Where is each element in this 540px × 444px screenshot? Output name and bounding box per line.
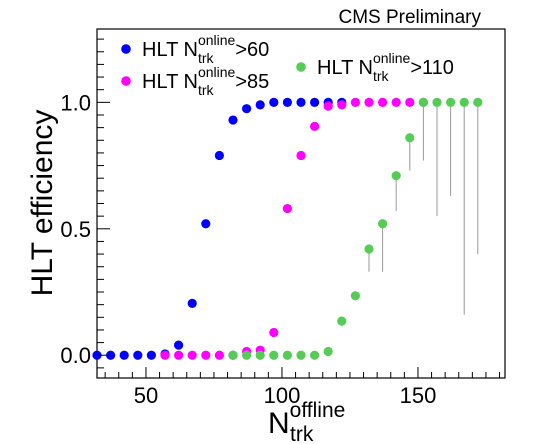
y-tick-label: 0.0 — [60, 343, 91, 368]
x-tick-label: 150 — [400, 383, 437, 408]
data-point — [269, 350, 279, 360]
y-axis-label: HLT efficiency — [26, 110, 59, 297]
data-point — [269, 327, 279, 338]
data-point — [255, 100, 265, 110]
legend-entry: HLT Nonline trk >85 — [142, 64, 269, 98]
x-tick-label: 50 — [134, 383, 158, 408]
cms-preliminary-label: CMS Preliminary — [338, 7, 481, 28]
data-point — [106, 350, 116, 360]
data-point — [296, 150, 306, 161]
data-point — [228, 350, 238, 360]
axes: 50 100 150 0.0 0.5 1.0 — [60, 38, 501, 408]
data-point — [432, 97, 442, 107]
data-point — [228, 115, 238, 125]
legend-entry: HLT Nonline trk >110 — [317, 50, 454, 84]
x-axis-label-main: N — [268, 407, 290, 440]
data-point — [146, 350, 156, 360]
series-2 — [228, 97, 483, 360]
data-point — [391, 97, 401, 107]
data-point — [405, 133, 415, 143]
data-point — [187, 350, 197, 360]
data-point — [269, 97, 279, 107]
data-point — [350, 97, 360, 107]
data-point — [201, 219, 211, 229]
data-point — [187, 298, 197, 308]
legend-marker — [296, 62, 306, 72]
data-point — [242, 104, 252, 114]
data-point — [391, 171, 401, 181]
x-tick-label: 100 — [264, 383, 301, 408]
data-point — [174, 340, 184, 350]
data-point — [296, 97, 306, 107]
data-point — [174, 350, 184, 360]
series-1 — [160, 97, 428, 360]
error-bars — [368, 102, 479, 315]
data-markers — [92, 97, 483, 360]
y-tick-label: 0.5 — [60, 217, 91, 242]
data-point — [364, 244, 374, 254]
data-point — [459, 97, 469, 107]
data-point — [378, 97, 388, 107]
data-point — [337, 100, 347, 110]
data-point — [133, 350, 143, 360]
data-point — [160, 350, 170, 360]
data-point — [323, 101, 333, 111]
data-point — [119, 350, 129, 360]
data-point — [350, 291, 360, 301]
series-0 — [92, 97, 347, 360]
data-point — [214, 150, 224, 161]
data-point — [242, 350, 252, 360]
data-point — [337, 316, 347, 326]
data-point — [296, 350, 306, 360]
data-point — [282, 203, 292, 214]
data-point — [473, 97, 483, 107]
legend-marker — [121, 44, 131, 54]
data-point — [405, 97, 415, 107]
data-point — [310, 97, 320, 107]
data-point — [282, 97, 292, 107]
data-point — [323, 346, 333, 357]
data-point — [201, 350, 211, 360]
legend-marker — [121, 76, 131, 86]
data-point — [214, 350, 224, 360]
data-point — [310, 350, 320, 360]
data-point — [310, 121, 320, 131]
x-axis-label-sup: offline — [290, 399, 346, 422]
data-point — [364, 97, 374, 107]
legend-entry: HLT Nonline trk >60 — [142, 32, 269, 66]
y-tick-label: 1.0 — [60, 90, 91, 115]
data-point — [255, 350, 265, 360]
data-point — [378, 219, 388, 229]
x-axis-label-sub: trk — [290, 423, 314, 444]
x-axis-label: Noffline trk — [268, 399, 345, 444]
data-point — [418, 97, 428, 107]
data-point — [446, 97, 456, 107]
data-point — [282, 350, 292, 360]
